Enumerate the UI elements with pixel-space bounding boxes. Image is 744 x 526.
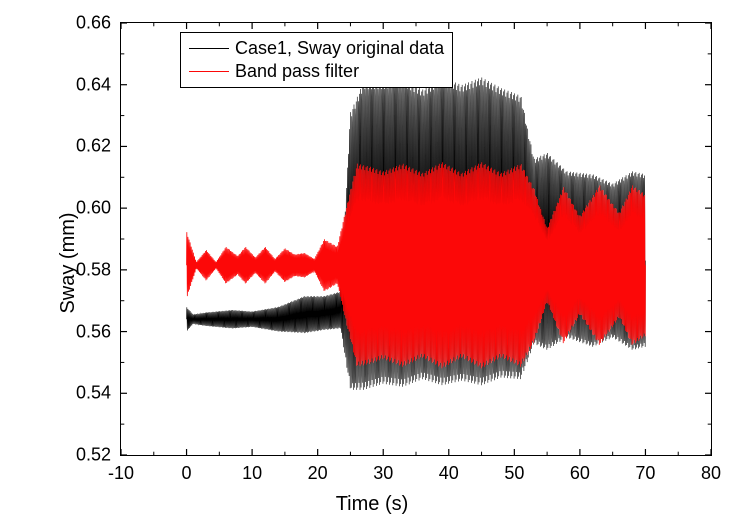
plot-area: Case1, Sway original dataBand pass filte…	[120, 22, 712, 456]
y-tick-label: 0.60	[76, 198, 121, 219]
x-tick-label: 30	[373, 455, 393, 484]
y-tick-label: 0.56	[76, 321, 121, 342]
y-tick-label: 0.62	[76, 136, 121, 157]
sway-time-chart: Sway (mm) Case1, Sway original dataBand …	[0, 0, 744, 526]
legend-label: Case1, Sway original data	[235, 37, 444, 60]
x-tick-label: 20	[308, 455, 328, 484]
y-tick-label: 0.52	[76, 445, 121, 466]
x-tick-label: 80	[701, 455, 721, 484]
x-tick-label: 70	[635, 455, 655, 484]
x-tick-label: 50	[504, 455, 524, 484]
legend-swatch	[189, 71, 229, 72]
y-tick-label: 0.54	[76, 383, 121, 404]
x-tick-label: 10	[242, 455, 262, 484]
x-tick-label: 60	[570, 455, 590, 484]
y-tick-label: 0.66	[76, 13, 121, 34]
legend-swatch	[189, 48, 229, 49]
y-tick-label: 0.64	[76, 74, 121, 95]
y-tick-label: 0.58	[76, 259, 121, 280]
x-axis-label: Time (s)	[336, 493, 409, 516]
legend-item: Band pass filter	[189, 60, 444, 83]
legend-item: Case1, Sway original data	[189, 37, 444, 60]
legend: Case1, Sway original dataBand pass filte…	[180, 32, 453, 89]
x-tick-label: 0	[182, 455, 192, 484]
x-tick-label: 40	[439, 455, 459, 484]
legend-label: Band pass filter	[235, 60, 359, 83]
